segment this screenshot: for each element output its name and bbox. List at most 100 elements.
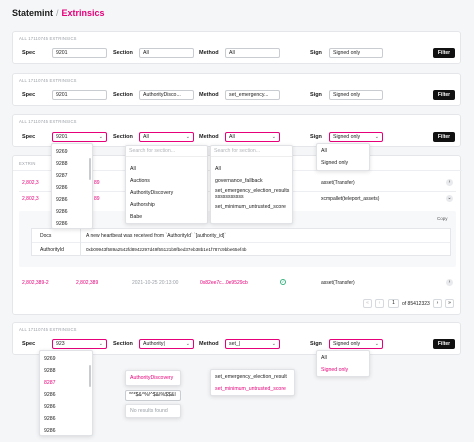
spec-option[interactable]: 9286 [44,404,56,410]
divider [80,229,81,255]
copy-button[interactable]: Copy [437,216,448,221]
spec-input[interactable]: 923 ⌄ [52,339,107,349]
sign-select[interactable]: Signed only [329,90,383,100]
next-page-button[interactable]: › [433,299,442,308]
spec-option[interactable]: 9288 [44,368,56,374]
method-option[interactable]: governance_fallback [215,178,263,184]
filter-panel-2: ALL 17110745 EXTRINSICS Spec 9201 Sectio… [12,73,461,106]
block-link[interactable]: 89 [94,196,100,202]
chevron-down-icon: ⌄ [271,134,276,140]
page-total: of 85412323 [402,301,430,307]
filter-button[interactable]: Filter [433,132,455,142]
chevron-down-icon: ⌄ [98,341,103,347]
spec-option[interactable]: 9286 [44,416,56,422]
expand-chevron-icon[interactable]: › [446,179,453,186]
extrinsic-id-link[interactable]: 2,802,389-2 [22,280,49,286]
expand-chevron-icon[interactable]: › [446,279,453,286]
filter-button[interactable]: Filter [433,90,455,100]
spec-option[interactable]: 9287 [56,173,68,179]
page-input[interactable]: 1 [388,299,399,308]
section-select[interactable]: AuthorityDisco... [139,90,194,100]
extrinsic-id-link[interactable]: 2,802,3 [22,180,39,186]
method-label: Method [199,341,219,347]
section-option[interactable]: Auctions [130,178,150,184]
sign-option[interactable]: Signed only [321,160,349,166]
sign-option[interactable]: Signed only [321,367,349,373]
breadcrumb-root[interactable]: Statemint [12,8,54,18]
sign-select[interactable]: Signed only ⌄ [329,132,383,142]
spec-label: Spec [22,92,36,98]
spec-option[interactable]: 9269 [56,149,68,155]
method-option[interactable]: set_minimum_untrusted_score [215,386,286,392]
spec-option[interactable]: 9286 [56,221,68,227]
spec-label: Spec [22,134,36,140]
method-search-input[interactable]: Search for section... [211,146,292,157]
chevron-down-icon: ⌄ [185,134,190,140]
method-label: Method [199,134,219,140]
spec-select[interactable]: 9201 [52,48,107,58]
breadcrumb-separator: / [56,8,59,18]
method-option[interactable]: set_minimum_untrusted_score [215,204,286,210]
spec-option[interactable]: 8287 [44,380,56,386]
section-option[interactable]: Babe [130,214,143,220]
section-option[interactable]: Authorship [130,202,155,208]
spec-option[interactable]: 9286 [44,428,56,434]
section-dropdown-menu: Search for section... All Auctions Autho… [125,145,208,224]
spec-select[interactable]: 9201 ⌄ [52,132,107,142]
collapse-chevron-icon[interactable]: ⌄ [446,195,453,202]
method-select[interactable]: All [225,48,280,58]
spec-label: Spec [22,50,36,56]
section-select[interactable]: All ⌄ [139,132,194,142]
method-option[interactable]: set_emergency_election_results ssssssssss… [215,188,290,200]
section-option[interactable]: AuthorityDiscovery [130,375,174,381]
dropdown-scrollbar[interactable] [89,365,91,387]
prev-page-button[interactable]: ‹ [375,299,384,308]
section-option[interactable]: AuthorityDiscovery [130,190,174,196]
sign-select[interactable]: Signed only ⌄ [329,339,383,349]
filter-button[interactable]: Filter [433,48,455,58]
authority-label: AuthorityId [40,247,64,253]
breadcrumb-current: Extrinsics [61,8,105,18]
filter-panel-3: ALL 17110745 EXTRINSICS Spec 9201 ⌄ Secti… [12,114,461,147]
spec-dropdown-menu: 9269 9288 8287 9286 9286 9286 9286 [39,350,93,436]
sign-dropdown-menu: All Signed only [316,143,370,171]
call-name: asset(Transfer) [321,280,355,286]
sign-option[interactable]: All [321,355,327,361]
spec-option[interactable]: 9286 [56,185,68,191]
section-label: Section [113,134,133,140]
section-select[interactable]: Authority| ⌄ [139,339,194,349]
method-option[interactable]: All [215,166,221,172]
spec-option[interactable]: 9288 [56,161,68,167]
last-page-button[interactable]: » [445,299,454,308]
call-name: xcmpallet(teleport_assets) [321,196,380,202]
extrinsic-id-link[interactable]: 2,802,3 [22,196,39,202]
spec-option[interactable]: 9286 [44,392,56,398]
spec-option[interactable]: 9286 [56,209,68,215]
spec-option[interactable]: 9269 [44,356,56,362]
docs-label: Docs [40,233,52,239]
method-dropdown-menu: Search for section... All governance_fal… [210,145,293,224]
sign-label: Sign [310,50,322,56]
sign-option[interactable]: All [321,148,327,154]
dropdown-scrollbar[interactable] [89,158,91,180]
method-option[interactable]: set_emergency_election_result [215,374,287,380]
spec-option[interactable]: 9286 [56,197,68,203]
sign-select[interactable]: Signed only [329,48,383,58]
method-select[interactable]: set_emergency... [225,90,280,100]
section-search-input[interactable]: Search for section... [126,146,207,157]
call-name: asset(Transfer) [321,180,355,186]
section-option[interactable]: All [130,166,136,172]
panel-caption: ALL 17110745 EXTRINSICS [19,36,77,41]
section-select[interactable]: All [139,48,194,58]
filter-panel-4: ALL 17110745 EXTRINSICS Spec 923 ⌄ Sectio… [12,322,461,355]
section-search-input[interactable]: *^*$&^%!^$&I%$$&I [125,390,181,401]
hash-link[interactable]: 0x82ee7c...0e9529cb [200,280,248,286]
method-select[interactable]: All ⌄ [225,132,280,142]
block-link[interactable]: 89 [94,180,100,186]
spec-select[interactable]: 9201 [52,90,107,100]
block-link[interactable]: 2,802,389 [76,280,99,286]
first-page-button[interactable]: « [363,299,372,308]
filter-button[interactable]: Filter [433,339,455,349]
method-select[interactable]: set_| ⌄ [225,339,280,349]
authority-value: 0xb09943f589a2542fd8942297d49f55121b9fbe… [86,247,247,252]
